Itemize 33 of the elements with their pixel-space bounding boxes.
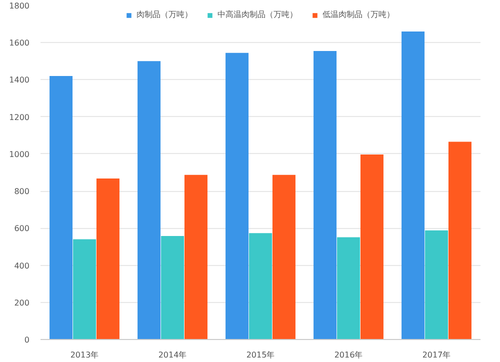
bar	[448, 142, 472, 340]
bar	[402, 31, 425, 340]
legend-label: 肉制品（万吨）	[136, 9, 192, 20]
y-tick-label: 1800	[9, 2, 30, 10]
bar	[184, 174, 208, 340]
y-tick-label: 400	[14, 261, 30, 270]
x-tick-label: 2013年	[70, 350, 99, 360]
bar	[360, 154, 384, 340]
bar	[337, 237, 360, 340]
x-tick-label: 2016年	[334, 350, 363, 360]
y-tick-label: 0	[24, 336, 30, 344]
bar	[73, 239, 96, 340]
bar	[96, 178, 120, 340]
y-tick-label: 1600	[9, 38, 30, 48]
y-tick-label: 1200	[9, 112, 30, 122]
x-tick-label: 2015年	[246, 350, 275, 360]
y-tick-label: 600	[14, 224, 30, 234]
x-tick-label: 2014年	[158, 350, 187, 360]
bar	[138, 61, 161, 340]
bar	[425, 230, 448, 340]
y-tick-label: 1000	[9, 150, 30, 159]
bar	[161, 236, 184, 340]
y-tick-label: 1400	[9, 76, 30, 85]
bar	[272, 174, 296, 340]
bar	[226, 52, 249, 340]
legend-label: 低温肉制品（万吨）	[322, 9, 394, 20]
bar	[314, 50, 337, 340]
x-tick-label: 2017年	[422, 350, 451, 360]
y-tick-label: 800	[14, 187, 30, 196]
y-tick-label: 200	[14, 298, 30, 308]
bar	[249, 233, 272, 340]
bar	[50, 76, 73, 340]
legend-label: 中高温肉制品（万吨）	[218, 9, 298, 20]
